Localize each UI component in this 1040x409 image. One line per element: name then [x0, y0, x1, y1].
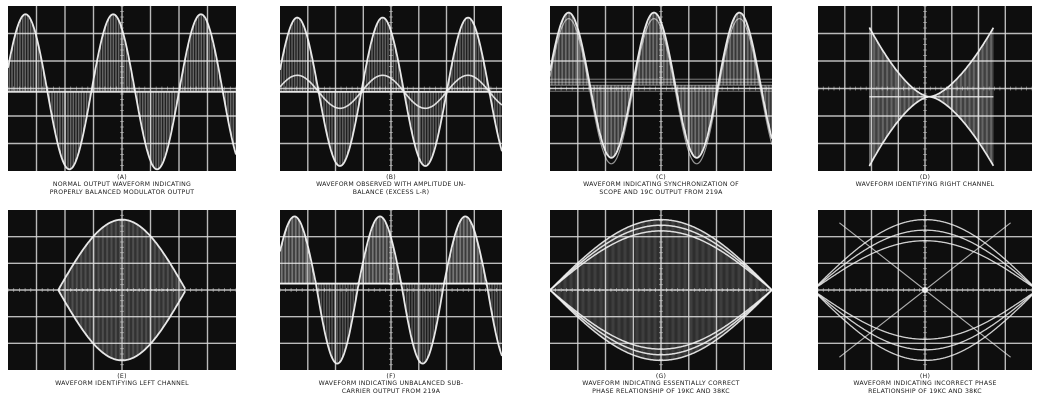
- caption-line: CARRIER OUTPUT FROM 219A: [341, 387, 441, 395]
- oscilloscope-screen-h: [818, 210, 1032, 370]
- panel-c: (C) WAVEFORM INDICATING SYNCHRONIZATION …: [550, 6, 772, 206]
- scope-display: [280, 6, 502, 171]
- waveform-trace: [280, 215, 502, 365]
- scope-display: [280, 210, 502, 370]
- caption-line: BALANCE (EXCESS L-R): [352, 188, 430, 196]
- scope-display: [8, 6, 236, 171]
- caption-letter-c: (C): [656, 174, 666, 181]
- oscilloscope-screen-e: [8, 210, 236, 370]
- panel-d: (D) WAVEFORM IDENTIFYING RIGHT CHANNEL: [818, 6, 1032, 206]
- waveform-trace: [57, 218, 186, 362]
- scope-display: [550, 6, 772, 171]
- caption-line: WAVEFORM INDICATING ESSENTIALLY CORRECT: [582, 380, 740, 388]
- panel-b: (B) WAVEFORM OBSERVED WITH AMPLITUDE UN-…: [280, 6, 502, 206]
- caption-f: (F) WAVEFORM INDICATING UNBALANCED SUB- …: [274, 373, 508, 395]
- panel-f: (F) WAVEFORM INDICATING UNBALANCED SUB- …: [280, 210, 502, 409]
- caption-d: (D) WAVEFORM IDENTIFYING RIGHT CHANNEL: [812, 174, 1038, 189]
- caption-line: NORMAL OUTPUT WAVEFORM INDICATING: [52, 181, 192, 189]
- waveform-trace: [868, 27, 995, 167]
- panel-g: (G) WAVEFORM INDICATING ESSENTIALLY CORR…: [550, 210, 772, 409]
- waveform-trace: [550, 11, 772, 165]
- oscilloscope-screen-c: [550, 6, 772, 171]
- waveform-trace: [818, 218, 1032, 362]
- caption-line: WAVEFORM IDENTIFYING LEFT CHANNEL: [55, 380, 189, 388]
- caption-letter-b: (B): [386, 174, 396, 181]
- scope-display: [818, 6, 1032, 171]
- caption-line: WAVEFORM OBSERVED WITH AMPLITUDE UN-: [316, 181, 466, 189]
- caption-letter-a: (A): [117, 174, 127, 181]
- oscilloscope-screen-d: [818, 6, 1032, 171]
- oscilloscope-screen-f: [280, 210, 502, 370]
- panel-e: (E) WAVEFORM IDENTIFYING LEFT CHANNEL: [8, 210, 236, 409]
- caption-line: PHASE RELATIONSHIP OF 19KC AND 38KC: [592, 387, 730, 395]
- panel-h: (H) WAVEFORM INDICATING INCORRECT PHASE …: [818, 210, 1032, 409]
- caption-line: WAVEFORM INDICATING SYNCHRONIZATION OF: [583, 181, 739, 189]
- panel-a: (A) NORMAL OUTPUT WAVEFORM INDICATING PR…: [8, 6, 236, 206]
- waveform-trace: [280, 16, 502, 167]
- scope-display: [818, 210, 1032, 370]
- caption-line: PROPERLY BALANCED MODULATOR OUTPUT: [49, 188, 195, 196]
- caption-line: WAVEFORM INDICATING UNBALANCED SUB-: [318, 380, 464, 388]
- caption-e: (E) WAVEFORM IDENTIFYING LEFT CHANNEL: [2, 373, 242, 388]
- caption-line: SCOPE AND 19C OUTPUT FROM 219A: [599, 188, 723, 196]
- graticule: [8, 6, 236, 171]
- caption-line: RELATIONSHIP OF 19KC AND 38KC: [868, 387, 982, 395]
- caption-b: (B) WAVEFORM OBSERVED WITH AMPLITUDE UN-…: [274, 174, 508, 196]
- caption-line: WAVEFORM INDICATING INCORRECT PHASE: [853, 380, 997, 388]
- caption-g: (G) WAVEFORM INDICATING ESSENTIALLY CORR…: [544, 373, 778, 395]
- caption-letter-d: (D): [919, 174, 931, 181]
- waveform-trace: [550, 218, 772, 362]
- caption-letter-f: (F): [386, 373, 396, 380]
- caption-letter-g: (G): [655, 373, 667, 380]
- caption-line: WAVEFORM IDENTIFYING RIGHT CHANNEL: [855, 181, 995, 189]
- oscilloscope-screen-g: [550, 210, 772, 370]
- caption-letter-h: (H): [919, 373, 931, 380]
- oscilloscope-screen-b: [280, 6, 502, 171]
- caption-c: (C) WAVEFORM INDICATING SYNCHRONIZATION …: [544, 174, 778, 196]
- caption-a: (A) NORMAL OUTPUT WAVEFORM INDICATING PR…: [2, 174, 242, 196]
- caption-letter-e: (E): [117, 373, 127, 380]
- scope-display: [8, 210, 236, 370]
- oscilloscope-screen-a: [8, 6, 236, 171]
- waveform-trace: [8, 13, 236, 171]
- scope-display: [550, 210, 772, 370]
- caption-h: (H) WAVEFORM INDICATING INCORRECT PHASE …: [812, 373, 1038, 395]
